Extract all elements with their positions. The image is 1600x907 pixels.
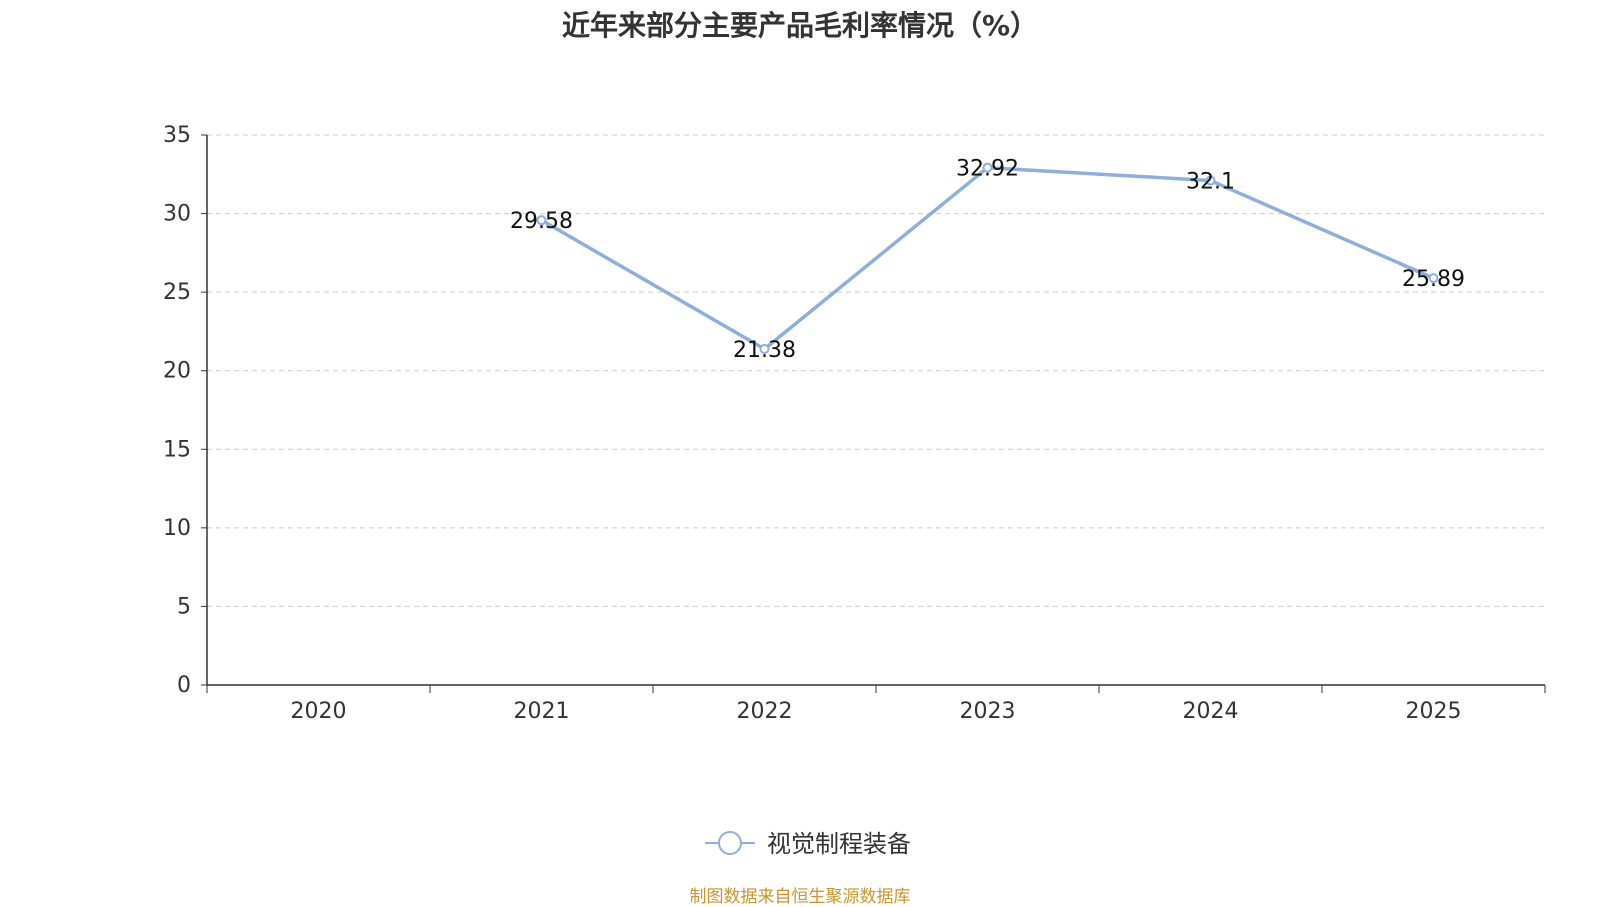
data-label: 32.92 [956, 157, 1019, 182]
data-point [1428, 273, 1439, 284]
y-tick-label: 10 [163, 516, 191, 541]
y-tick-label: 25 [163, 280, 191, 305]
x-tick-label: 2020 [291, 699, 347, 724]
source-footer: 制图数据来自恒生聚源数据库 [689, 887, 911, 907]
y-tick-label: 30 [163, 202, 191, 227]
chart-title: 近年来部分主要产品毛利率情况（%） [561, 9, 1039, 42]
y-tick-label: 5 [177, 594, 191, 619]
x-tick-label: 2023 [960, 699, 1016, 724]
legend-marker-icon [718, 831, 742, 855]
legend-label: 视觉制程装备 [767, 830, 911, 858]
series-layer [536, 162, 1439, 355]
data-labels: 29.58 21.38 32.92 32.1 25.89 [510, 157, 1465, 363]
data-point [1205, 175, 1216, 186]
legend[interactable]: 视觉制程装备 [705, 830, 911, 858]
data-label: 29.58 [510, 209, 573, 234]
y-tick-label: 20 [163, 359, 191, 384]
series-line [540, 165, 1435, 351]
data-point [982, 162, 993, 173]
gridlines [207, 134, 1545, 607]
x-tick-label: 2021 [514, 699, 570, 724]
x-tick-label: 2022 [737, 699, 793, 724]
data-label: 21.38 [733, 338, 796, 363]
data-point [759, 344, 770, 355]
y-tick-label: 0 [177, 673, 191, 698]
data-label: 25.89 [1402, 267, 1465, 292]
x-tick-label: 2025 [1406, 699, 1462, 724]
data-point [536, 215, 547, 226]
y-tick-label: 35 [163, 123, 191, 148]
x-tick-label: 2024 [1183, 699, 1239, 724]
y-tick-label: 15 [163, 437, 191, 462]
data-label: 32.1 [1186, 170, 1235, 195]
